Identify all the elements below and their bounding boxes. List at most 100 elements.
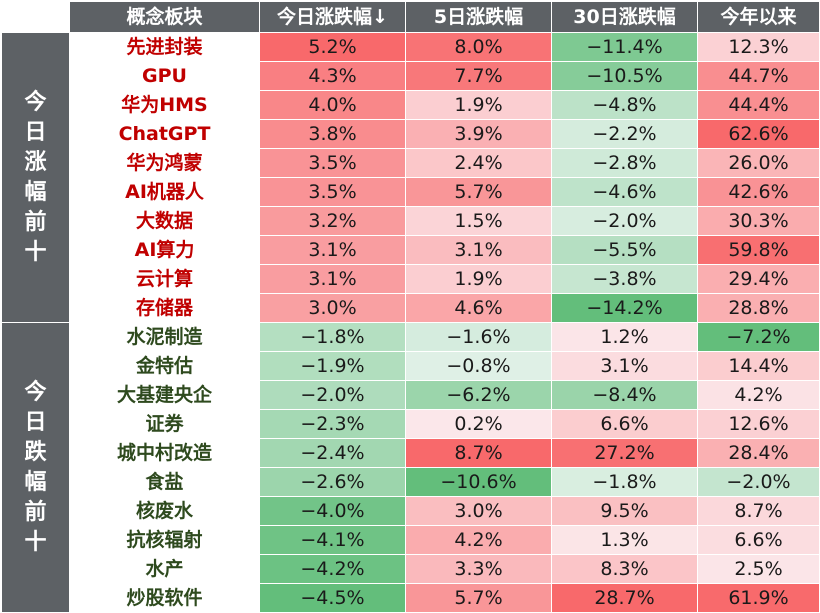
30day-change-cell: 27.2% [551,438,698,468]
table-row: AI算力 3.1% 3.1% −5.5% 59.8% [2,235,820,265]
5day-change-cell: −6.2% [405,380,552,410]
today-change-cell: −1.8% [259,322,406,352]
30day-change-cell: −10.5% [551,61,698,91]
5day-change-cell: 3.9% [405,119,552,149]
30day-change-cell: −14.2% [551,293,698,323]
today-change-cell: −4.5% [259,583,406,613]
ytd-change-cell: 59.8% [697,235,820,265]
sector-name-cell[interactable]: 华为HMS [69,90,260,120]
sector-name-cell[interactable]: 大数据 [69,206,260,236]
ytd-change-cell: 44.7% [697,61,820,91]
table-row: 水产 −4.2% 3.3% 8.3% 2.5% [2,554,820,584]
sector-name-cell[interactable]: 抗核辐射 [69,525,260,555]
sector-name-cell[interactable]: 大基建央企 [69,380,260,410]
sector-name-cell[interactable]: AI算力 [69,235,260,265]
today-change-cell: −4.2% [259,554,406,584]
sector-name-cell[interactable]: 水产 [69,554,260,584]
5day-change-cell: 1.5% [405,206,552,236]
5day-change-cell: 5.7% [405,583,552,613]
table-row: 炒股软件 −4.5% 5.7% 28.7% 61.9% [2,583,820,613]
sector-name-cell[interactable]: 城中村改造 [69,438,260,468]
ytd-change-cell: 30.3% [697,206,820,236]
sector-name-cell[interactable]: 云计算 [69,264,260,294]
30day-change-cell: 1.2% [551,322,698,352]
5day-change-cell: −1.6% [405,322,552,352]
today-change-cell: 3.2% [259,206,406,236]
ytd-change-cell: 62.6% [697,119,820,149]
ytd-change-cell: 6.6% [697,525,820,555]
header-row: 概念板块 今日涨跌幅↓ 5日涨跌幅 30日涨跌幅 今年以来 [1,1,820,33]
col-header-today-change[interactable]: 今日涨跌幅↓ [259,1,406,33]
5day-change-cell: 8.0% [405,32,552,62]
today-change-cell: −2.0% [259,380,406,410]
table-row: 华为鸿蒙 3.5% 2.4% −2.8% 26.0% [2,148,820,178]
5day-change-cell: 4.6% [405,293,552,323]
ytd-change-cell: 44.4% [697,90,820,120]
sector-name-cell[interactable]: 华为鸿蒙 [69,148,260,178]
sector-name-cell[interactable]: AI机器人 [69,177,260,207]
today-change-cell: −4.1% [259,525,406,555]
ytd-change-cell: 12.3% [697,32,820,62]
table-row: GPU 4.3% 7.7% −10.5% 44.7% [2,61,820,91]
5day-change-cell: 7.7% [405,61,552,91]
group-label-top-losers: 今日跌幅前十 [1,322,70,613]
table-row: 抗核辐射 −4.1% 4.2% 1.3% 6.6% [2,525,820,555]
sector-name-cell[interactable]: 先进封装 [69,32,260,62]
30day-change-cell: −2.8% [551,148,698,178]
table-row: 大基建央企 −2.0% −6.2% −8.4% 4.2% [2,380,820,410]
30day-change-cell: 8.3% [551,554,698,584]
today-change-cell: 3.1% [259,264,406,294]
sector-name-cell[interactable]: 存储器 [69,293,260,323]
5day-change-cell: −10.6% [405,467,552,497]
ytd-change-cell: 42.6% [697,177,820,207]
today-change-cell: −1.9% [259,351,406,381]
col-header-30day-change[interactable]: 30日涨跌幅 [551,1,698,33]
5day-change-cell: 0.2% [405,409,552,439]
ytd-change-cell: 61.9% [697,583,820,613]
sector-name-cell[interactable]: 证券 [69,409,260,439]
today-change-cell: −2.3% [259,409,406,439]
5day-change-cell: 4.2% [405,525,552,555]
ytd-change-cell: 28.8% [697,293,820,323]
table-row: 核废水 −4.0% 3.0% 9.5% 8.7% [2,496,820,526]
5day-change-cell: 1.9% [405,90,552,120]
ytd-change-cell: 12.6% [697,409,820,439]
table-row: 城中村改造 −2.4% 8.7% 27.2% 28.4% [2,438,820,468]
ytd-change-cell: 8.7% [697,496,820,526]
30day-change-cell: 9.5% [551,496,698,526]
today-change-cell: −2.4% [259,438,406,468]
sector-name-cell[interactable]: 炒股软件 [69,583,260,613]
ytd-change-cell: 2.5% [697,554,820,584]
ytd-change-cell: 29.4% [697,264,820,294]
30day-change-cell: 28.7% [551,583,698,613]
30day-change-cell: 1.3% [551,525,698,555]
table-row: 大数据 3.2% 1.5% −2.0% 30.3% [2,206,820,236]
corner-cell [1,1,70,33]
ytd-change-cell: 14.4% [697,351,820,381]
30day-change-cell: −3.8% [551,264,698,294]
col-header-sector[interactable]: 概念板块 [69,1,260,33]
30day-change-cell: 6.6% [551,409,698,439]
table-row: 云计算 3.1% 1.9% −3.8% 29.4% [2,264,820,294]
5day-change-cell: 3.0% [405,496,552,526]
5day-change-cell: 5.7% [405,177,552,207]
5day-change-cell: −0.8% [405,351,552,381]
today-change-cell: 3.0% [259,293,406,323]
sector-name-cell[interactable]: 水泥制造 [69,322,260,352]
table-row: 今日涨幅前十 先进封装 5.2% 8.0% −11.4% 12.3% [1,32,820,323]
5day-change-cell: 8.7% [405,438,552,468]
sector-name-cell[interactable]: 核废水 [69,496,260,526]
ytd-change-cell: 28.4% [697,438,820,468]
col-header-5day-change[interactable]: 5日涨跌幅 [405,1,552,33]
today-change-cell: 3.5% [259,148,406,178]
sector-name-cell[interactable]: 食盐 [69,467,260,497]
sector-name-cell[interactable]: 金特估 [69,351,260,381]
col-header-ytd-change[interactable]: 今年以来 [697,1,820,33]
30day-change-cell: −4.6% [551,177,698,207]
sector-name-cell[interactable]: GPU [69,61,260,91]
table-row: ChatGPT 3.8% 3.9% −2.2% 62.6% [2,119,820,149]
sector-name-cell[interactable]: ChatGPT [69,119,260,149]
table-row: 华为HMS 4.0% 1.9% −4.8% 44.4% [2,90,820,120]
today-change-cell: 3.1% [259,235,406,265]
ytd-change-cell: 4.2% [697,380,820,410]
